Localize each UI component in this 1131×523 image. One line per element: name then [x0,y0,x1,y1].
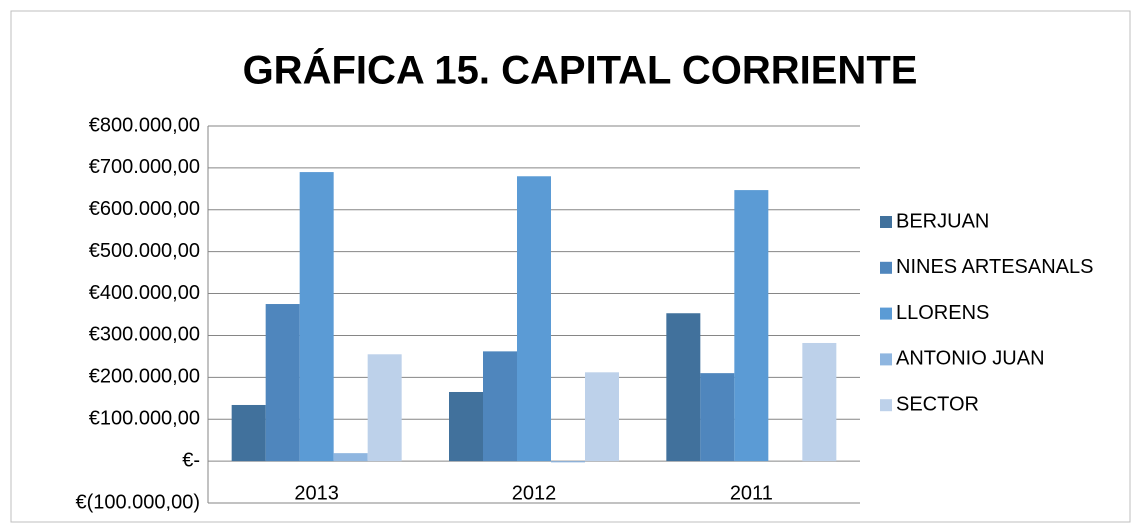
y-tick-label: €800.000,00 [89,114,200,136]
bar [700,373,735,462]
legend-label: BERJUAN [896,210,989,232]
legend-swatch [880,216,892,228]
x-tick-label: 2013 [294,482,339,504]
legend-label: LLORENS [896,302,989,324]
y-tick-label: €- [182,449,200,471]
legend-label: SECTOR [896,393,979,415]
bar [517,176,551,462]
chart-title: GRÁFICA 15. CAPITAL CORRIENTE [243,48,918,93]
bar [585,372,619,462]
x-tick-label: 2011 [730,482,773,504]
bar [367,354,402,462]
y-tick-label: €200.000,00 [89,366,200,388]
y-tick-label: €700.000,00 [89,156,200,178]
bar [333,453,368,462]
legend-swatch [880,307,892,320]
bar [802,342,837,462]
x-tick-label: 2012 [512,482,557,504]
legend-label: NINES ARTESANALS [896,256,1093,278]
legend-swatch [880,353,892,366]
legend-label: ANTONIO JUAN [896,348,1045,370]
y-tick-label: €100.000,00 [89,408,200,430]
y-tick-label: €300.000,00 [89,324,200,346]
chart-frame [10,10,1131,523]
bar [551,461,585,463]
y-tick-label: €500.000,00 [89,240,200,262]
bar [231,404,266,462]
bar [265,304,300,462]
y-tick-label: €400.000,00 [89,282,200,304]
bar [734,190,769,462]
y-tick-label: €(100.000,00) [75,491,200,513]
bar [299,172,334,462]
legend-swatch [880,261,892,274]
bar [483,351,517,462]
legend-swatch [880,399,892,412]
bar [666,313,701,462]
y-tick-label: €600.000,00 [89,198,200,220]
bar [449,391,483,462]
